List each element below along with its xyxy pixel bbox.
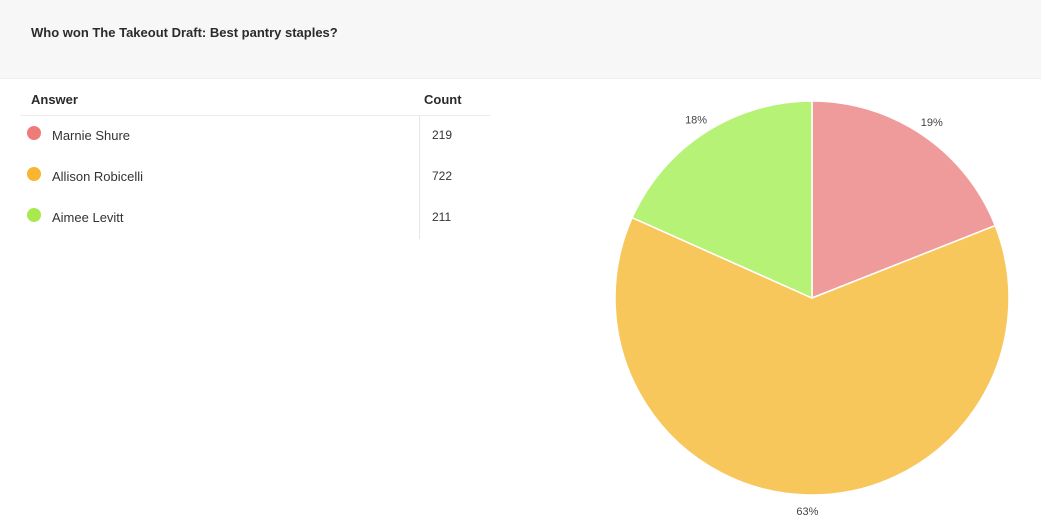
answer-label: Aimee Levitt [52,210,124,225]
column-divider [419,116,420,239]
poll-question: Who won The Takeout Draft: Best pantry s… [31,25,338,40]
pie-chart: 19% 63% 18% [560,88,1040,528]
count-column-header: Count [424,92,462,107]
pie-percent-label: 18% [685,114,707,126]
table-row: Allison Robicelli 722 [20,157,490,198]
table-row: Aimee Levitt 211 [20,198,490,239]
pie-percent-label: 19% [921,117,943,129]
legend-dot-aimee-levitt [27,208,41,222]
pie-slice-aimee-levitt[interactable] [631,100,813,300]
table-row: Marnie Shure 219 [20,116,490,157]
poll-header: Who won The Takeout Draft: Best pantry s… [0,0,1041,79]
results-table: Answer Count Marnie Shure 219 Allison Ro… [20,88,490,239]
legend-dot-allison-robicelli [27,167,41,181]
table-header: Answer Count [20,88,490,116]
answer-count: 211 [432,210,452,224]
pie-slice-allison-robicelli[interactable] [614,216,1010,496]
answer-column-header: Answer [31,92,78,107]
answer-count: 722 [432,169,453,183]
answer-label: Marnie Shure [52,128,131,143]
pie-chart-svg: 19% 63% 18% [614,100,1010,518]
pie-percent-label: 63% [796,506,818,518]
answer-count: 219 [432,128,453,142]
answer-label: Allison Robicelli [52,169,144,184]
pie-slice-marnie-shure[interactable] [811,100,997,300]
legend-dot-marnie-shure [27,126,41,140]
